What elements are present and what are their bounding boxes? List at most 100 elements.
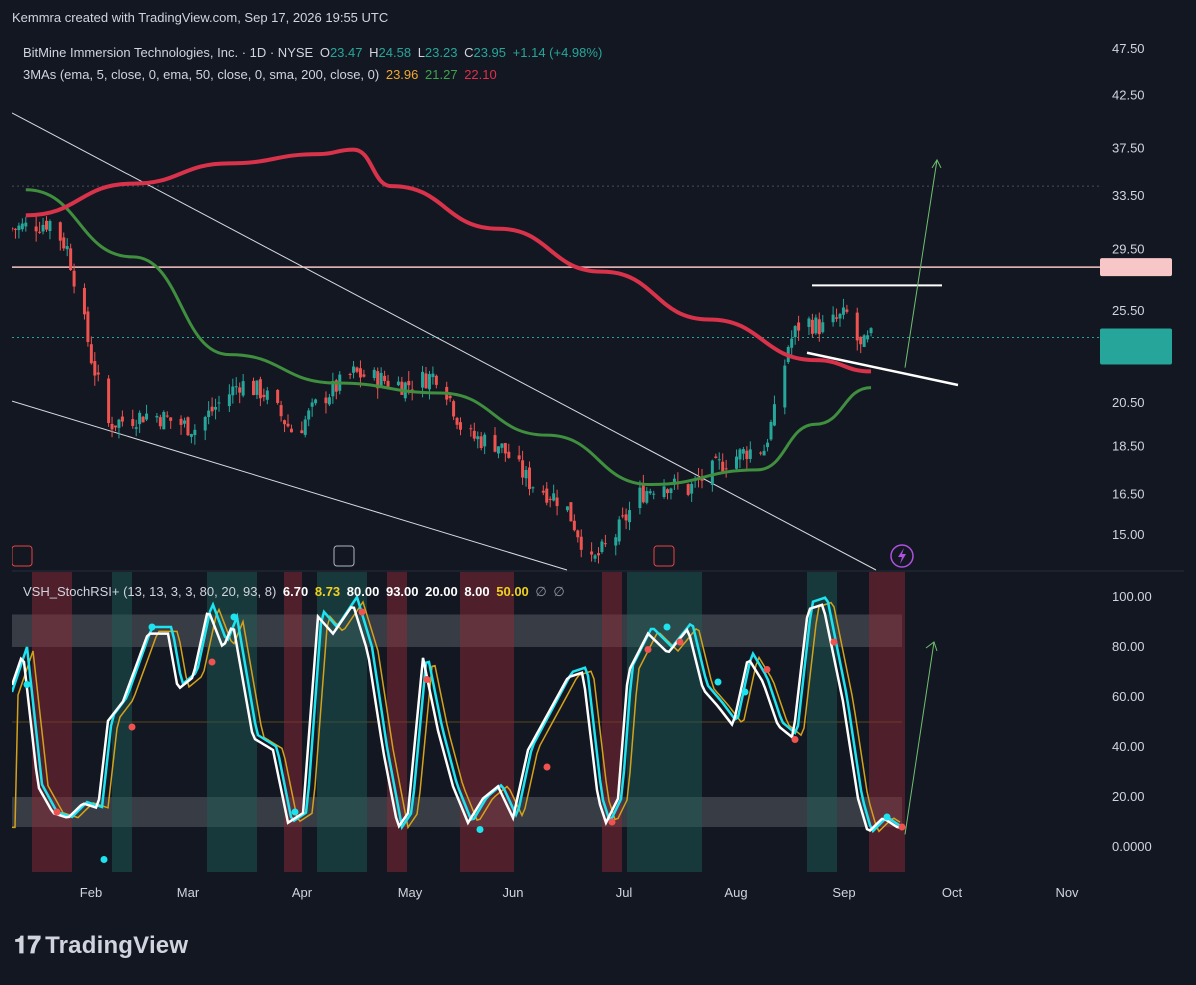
candle-body (93, 361, 97, 376)
candle-body (379, 372, 383, 388)
osc-highlight-column (317, 572, 367, 872)
osc-legend-name: VSH_StochRSI+ (13, 13, 3, 3, 80, 20, 93,… (23, 584, 277, 599)
osc-signal-dot (663, 623, 671, 631)
candle-body (690, 483, 694, 494)
candle-body (638, 487, 642, 509)
candle-body (231, 386, 235, 396)
osc-signal-dot (476, 826, 484, 833)
candle-body (193, 429, 197, 436)
osc-v7: 50.00 (496, 584, 529, 599)
candle-body (793, 326, 797, 338)
candle-body (855, 312, 859, 341)
ma-sma200-value: 22.10 (464, 67, 497, 82)
month-label: Jun (503, 885, 524, 900)
candle-body (548, 498, 552, 500)
candle-body (20, 223, 24, 230)
osc-axis-label: 0.0000 (1112, 839, 1152, 854)
candle-body (327, 397, 331, 405)
candle-body (372, 369, 376, 379)
candle-body (790, 338, 794, 348)
candle-body (203, 417, 207, 431)
candle-body (13, 228, 17, 230)
candle-body (262, 394, 266, 398)
close-label: C (464, 45, 474, 60)
osc-highlight-column (112, 572, 132, 872)
candle-body (241, 381, 245, 396)
candle-body (645, 491, 649, 503)
candle-body (131, 419, 135, 426)
candle-body (807, 318, 811, 327)
candle-body (452, 401, 456, 417)
candle-body (572, 520, 576, 531)
candle-body (448, 395, 452, 399)
candle-body (721, 461, 725, 472)
earnings-marker-box (653, 545, 675, 567)
candle-body (145, 413, 149, 420)
candle-body (769, 421, 773, 440)
candle-body (838, 313, 842, 319)
osc-highlight-column (460, 572, 514, 872)
candles-group (10, 216, 873, 564)
candle-body (455, 417, 459, 425)
candle-body (745, 450, 749, 460)
high-label: H (369, 45, 379, 60)
candle-body (724, 468, 728, 470)
candle-body (735, 456, 738, 469)
chart-area[interactable]: 47.50 42.50 37.50 33.50 29.50 25.50 20.50 18.50… (10, 32, 1184, 912)
candle-body (835, 317, 839, 319)
candle-body (352, 366, 356, 373)
candle-body (214, 406, 218, 410)
candle-body (507, 451, 511, 458)
candle-body (179, 418, 183, 425)
osc-v1: 6.70 (282, 584, 309, 599)
candle-body (396, 381, 400, 386)
osc-v3: 80.00 (346, 584, 380, 599)
price-axis-label: 20.50 (1112, 395, 1145, 410)
candle-body (48, 220, 52, 232)
candle-body (503, 443, 507, 454)
candle-body (862, 335, 866, 347)
candle-body (69, 248, 73, 271)
candle-body (593, 555, 597, 559)
candle-body (358, 368, 362, 378)
candle-body (300, 430, 304, 434)
osc-v4: 93.00 (385, 584, 419, 599)
candle-body (648, 491, 652, 494)
candle-body (383, 375, 387, 382)
candle-body (741, 449, 745, 454)
candle-body (831, 314, 835, 323)
candle-body (307, 410, 311, 420)
osc-signal-dot (53, 808, 61, 816)
osc-v8: ∅ (535, 584, 547, 599)
ma-ema50-value: 21.27 (425, 67, 458, 82)
osc-legend: VSH_StochRSI+ (13, 13, 3, 3, 80, 20, 93,… (23, 584, 568, 600)
candle-body (252, 380, 255, 396)
earnings-marker-box (333, 545, 355, 567)
publish-header: Kemmra created with TradingView.com, Sep… (12, 10, 389, 25)
candle-body (72, 270, 76, 287)
candle-body (814, 317, 818, 334)
candle-body (276, 389, 280, 403)
candle-body (265, 390, 269, 400)
candle-body (552, 493, 556, 501)
candle-body (334, 380, 338, 392)
sma200-line (25, 147, 872, 374)
candle-body (65, 246, 69, 250)
candle-body (134, 427, 138, 429)
candle-body (310, 402, 314, 407)
osc-signal-dot (883, 813, 891, 821)
flash-icon (890, 544, 914, 568)
high-value: 24.58 (378, 45, 412, 60)
candle-body (217, 402, 221, 404)
candle-body (783, 365, 787, 408)
chart-svg[interactable]: 47.50 42.50 37.50 33.50 29.50 25.50 20.50 18.50… (10, 32, 1184, 912)
candle-body (576, 530, 580, 538)
candle-body (427, 374, 431, 390)
candle-body (155, 415, 159, 418)
ma-ema5-value: 23.96 (385, 67, 419, 82)
candle-body (621, 515, 625, 517)
candle-body (614, 537, 618, 546)
candle-body (207, 410, 211, 418)
candle-body (590, 551, 594, 555)
earnings-marker-box (11, 545, 33, 567)
